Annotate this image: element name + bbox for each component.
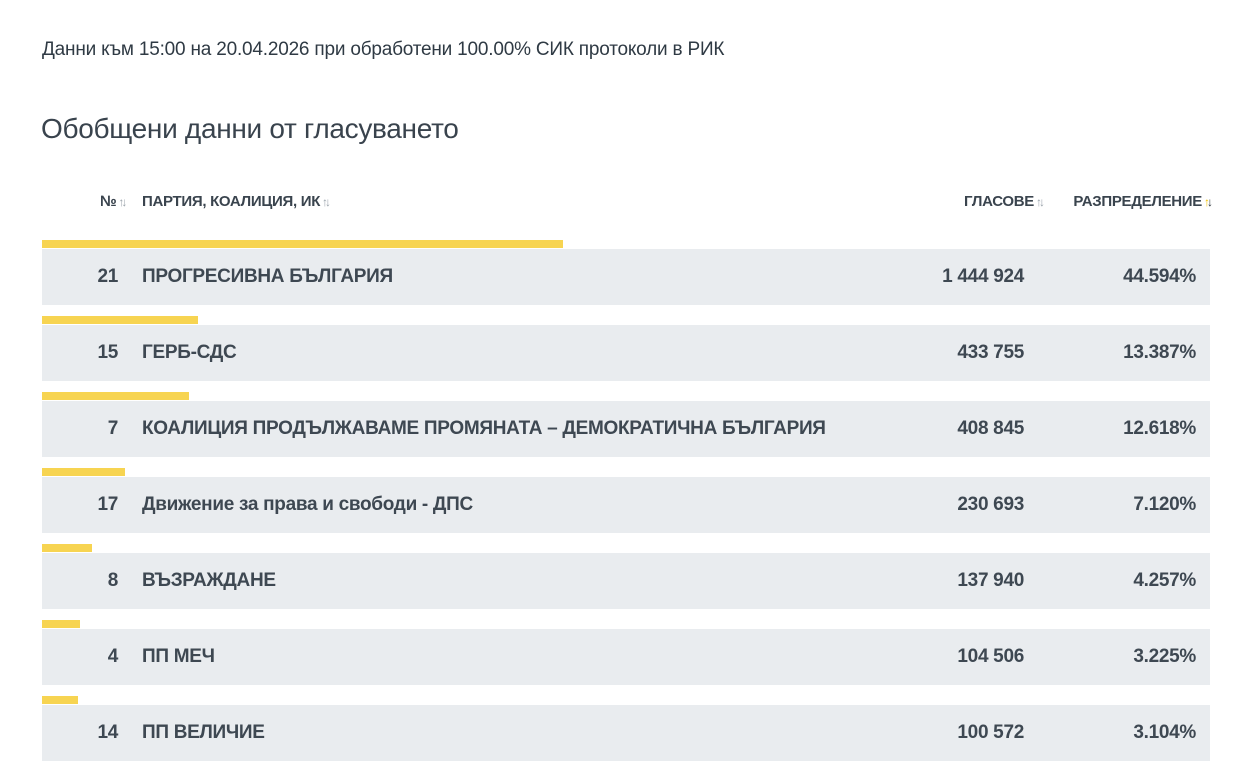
table-row[interactable]: 17 Движение за права и свободи - ДПС 230 6…	[42, 477, 1210, 533]
table-row-wrapper: 21 ПРОГРЕСИВНА БЪЛГАРИЯ 1 444 924 44.594%	[42, 224, 1210, 305]
table-row[interactable]: 21 ПРОГРЕСИВНА БЪЛГАРИЯ 1 444 924 44.594%	[42, 249, 1210, 305]
row-percent: 13.387%	[1123, 342, 1196, 363]
row-percent: 12.618%	[1123, 418, 1196, 439]
row-votes: 433 755	[957, 342, 1024, 363]
sort-icon: ↑↓	[1036, 195, 1045, 209]
row-percent: 7.120%	[1133, 494, 1196, 515]
row-number: 4	[107, 646, 119, 667]
table-row[interactable]: 15 ГЕРБ-СДС 433 755 13.387%	[42, 325, 1210, 381]
row-votes: 230 693	[957, 494, 1024, 515]
row-number: 17	[97, 494, 118, 515]
table-row-wrapper: 4 ПП МЕЧ 104 506 3.225%	[42, 604, 1210, 685]
column-header-distribution-label: РАЗПРЕДЕЛЕНИЕ	[1073, 193, 1202, 210]
row-number: 8	[107, 570, 119, 591]
sort-desc-active-icon: ↑↓	[1204, 195, 1213, 209]
table-row-wrapper: 14 ПП ВЕЛИЧИЕ 100 572 3.104%	[42, 680, 1210, 761]
table-row-wrapper: 7 КОАЛИЦИЯ ПРОДЪЛЖАВАМЕ ПРОМЯНАТА – ДЕМОК…	[42, 376, 1210, 457]
table-row-wrapper: 15 ГЕРБ-СДС 433 755 13.387%	[42, 300, 1210, 381]
row-percent: 44.594%	[1123, 266, 1196, 287]
column-header-party[interactable]: ПАРТИЯ, КОАЛИЦИЯ, ИК ↑↓	[142, 193, 331, 210]
table-header: № ↑↓ ПАРТИЯ, КОАЛИЦИЯ, ИК ↑↓ ГЛАСОВЕ ↑↓ РАЗ…	[42, 180, 1213, 224]
share-bar	[42, 316, 199, 324]
row-party-name: ПРОГРЕСИВНА БЪЛГАРИЯ	[142, 266, 393, 287]
row-percent: 3.225%	[1133, 646, 1196, 667]
column-header-votes-label: ГЛАСОВЕ	[964, 193, 1034, 210]
row-party-name: Движение за права и свободи - ДПС	[142, 494, 473, 515]
share-bar	[42, 468, 126, 476]
share-bar	[42, 620, 80, 628]
column-header-number-label: №	[100, 193, 117, 210]
row-number: 7	[107, 418, 119, 439]
table-row[interactable]: 7 КОАЛИЦИЯ ПРОДЪЛЖАВАМЕ ПРОМЯНАТА – ДЕМОК…	[42, 401, 1210, 457]
sort-icon: ↑↓	[322, 195, 331, 209]
row-votes: 137 940	[957, 570, 1024, 591]
row-party-name: ПП МЕЧ	[142, 646, 215, 667]
row-votes: 1 444 924	[942, 266, 1024, 287]
table-row[interactable]: 14 ПП ВЕЛИЧИЕ 100 572 3.104%	[42, 705, 1210, 761]
row-votes: 408 845	[957, 418, 1024, 439]
table-row-wrapper: 17 Движение за права и свободи - ДПС 230 6…	[42, 452, 1210, 533]
share-bar	[42, 696, 79, 704]
row-party-name: ВЪЗРАЖДАНЕ	[142, 570, 276, 591]
row-percent: 4.257%	[1133, 570, 1196, 591]
row-votes: 104 506	[957, 646, 1024, 667]
share-bar	[42, 240, 563, 248]
share-bar	[42, 544, 92, 552]
sort-icon: ↑↓	[118, 195, 127, 209]
table-row-wrapper: 8 ВЪЗРАЖДАНЕ 137 940 4.257%	[42, 528, 1210, 609]
data-status-line: Данни към 15:00 на 20.04.2026 при обрабо…	[42, 39, 725, 60]
column-header-number[interactable]: № ↑↓	[100, 193, 127, 210]
column-header-distribution[interactable]: РАЗПРЕДЕЛЕНИЕ ↑↓	[1073, 193, 1213, 210]
table-body: 21 ПРОГРЕСИВНА БЪЛГАРИЯ 1 444 924 44.594% 15…	[42, 224, 1210, 761]
table-row[interactable]: 4 ПП МЕЧ 104 506 3.225%	[42, 629, 1210, 685]
column-header-votes[interactable]: ГЛАСОВЕ ↑↓	[964, 193, 1045, 210]
section-title: Обобщени данни от гласуването	[41, 113, 459, 144]
share-bar	[42, 392, 190, 400]
row-number: 14	[97, 722, 118, 743]
column-header-party-label: ПАРТИЯ, КОАЛИЦИЯ, ИК	[142, 193, 321, 210]
row-party-name: ГЕРБ-СДС	[142, 342, 237, 363]
row-votes: 100 572	[957, 722, 1024, 743]
row-number: 15	[97, 342, 118, 363]
results-table: № ↑↓ ПАРТИЯ, КОАЛИЦИЯ, ИК ↑↓ ГЛАСОВЕ ↑↓ РАЗ…	[42, 180, 1213, 761]
row-number: 21	[97, 266, 118, 287]
table-row[interactable]: 8 ВЪЗРАЖДАНЕ 137 940 4.257%	[42, 553, 1210, 609]
row-percent: 3.104%	[1133, 722, 1196, 743]
row-party-name: КОАЛИЦИЯ ПРОДЪЛЖАВАМЕ ПРОМЯНАТА – ДЕМОКР…	[142, 418, 826, 439]
row-party-name: ПП ВЕЛИЧИЕ	[142, 722, 265, 743]
